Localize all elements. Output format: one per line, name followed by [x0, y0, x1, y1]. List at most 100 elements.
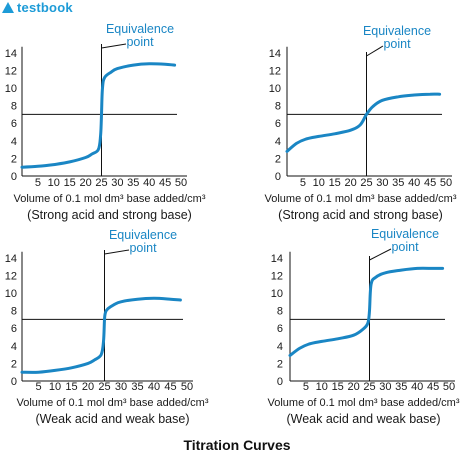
equivalence-annotation-line1: Equivalence — [109, 228, 177, 242]
x-tick-label: 25 — [95, 177, 107, 189]
y-tick-label: 12 — [271, 270, 283, 282]
x-tick-label: 30 — [111, 177, 123, 189]
y-tick-label: 10 — [271, 288, 283, 300]
x-tick-label: 10 — [49, 381, 61, 393]
y-tick-label: 4 — [11, 341, 17, 353]
y-tick-label: 14 — [271, 253, 283, 265]
annotation-leader — [104, 249, 130, 255]
chart-1: 0 2 4 6 8 10 12 14 5 10 15 20 25 30 35 40 45 50 Equivalenc… — [5, 22, 206, 222]
y-tick-label: 6 — [277, 323, 283, 335]
x-tick-label: 25 — [363, 381, 375, 393]
chart-subtitle: (Strong acid and strong base) — [278, 208, 443, 222]
x-tick-label: 5 — [300, 177, 306, 189]
y-tick-label: 0 — [277, 376, 283, 388]
x-tick-label: 20 — [344, 177, 356, 189]
x-tick-label: 35 — [127, 177, 139, 189]
equivalence-annotation-line2: point — [126, 35, 154, 49]
testbook-logo: testbook — [2, 0, 73, 15]
equivalence-annotation-line1: Equivalence — [371, 227, 439, 241]
y-tick-label: 14 — [5, 253, 17, 265]
x-tick-label: 35 — [131, 381, 143, 393]
y-tick-label: 2 — [275, 153, 281, 165]
y-tick-label: 0 — [11, 171, 17, 183]
x-tick-label: 30 — [376, 177, 388, 189]
header-banner: testbook — [0, 0, 474, 18]
x-axis-label: Volume of 0.1 mol dm³ base added/cm³ — [17, 397, 209, 409]
y-tick-label: 12 — [5, 270, 17, 282]
x-tick-label: 45 — [427, 381, 439, 393]
y-tick-label: 2 — [11, 358, 17, 370]
chart-2: 0 2 4 6 8 10 12 14 5 10 15 20 25 30 35 40 45 50 Equivalenc… — [265, 24, 457, 222]
logo-text: testbook — [17, 0, 73, 15]
equivalence-annotation-line1: Equivalence — [106, 22, 174, 36]
y-tick-label: 2 — [11, 153, 17, 165]
chart-subtitle: (Strong acid and strong base) — [27, 208, 192, 222]
x-tick-label: 30 — [379, 381, 391, 393]
equivalence-annotation-line2: point — [129, 241, 157, 255]
logo-triangle-icon — [2, 2, 14, 13]
x-tick-label: 20 — [79, 177, 91, 189]
chart-subtitle: (Weak acid and weak base) — [286, 412, 440, 426]
x-tick-label: 10 — [316, 381, 328, 393]
y-tick-label: 4 — [277, 341, 283, 353]
x-tick-label: 45 — [164, 381, 176, 393]
x-tick-label: 35 — [392, 177, 404, 189]
x-tick-label: 40 — [148, 381, 160, 393]
x-tick-label: 40 — [411, 381, 423, 393]
x-tick-label: 50 — [175, 177, 187, 189]
x-axis-label: Volume of 0.1 mol dm³ base added/cm³ — [14, 193, 206, 205]
x-tick-label: 20 — [347, 381, 359, 393]
x-tick-label: 30 — [115, 381, 127, 393]
x-tick-label: 10 — [313, 177, 325, 189]
x-tick-label: 35 — [395, 381, 407, 393]
x-tick-label: 45 — [424, 177, 436, 189]
y-tick-label: 6 — [275, 118, 281, 130]
x-tick-label: 25 — [360, 177, 372, 189]
x-tick-label: 5 — [35, 381, 41, 393]
titration-curve — [288, 266, 445, 357]
equivalence-annotation-line2: point — [391, 240, 419, 254]
x-tick-label: 45 — [159, 177, 171, 189]
equivalence-annotation-line2: point — [383, 37, 411, 51]
titration-curve — [285, 92, 442, 153]
y-tick-label: 8 — [11, 101, 17, 113]
annotation-leader — [101, 43, 127, 49]
y-tick-label: 0 — [275, 171, 281, 183]
figure-caption: Titration Curves — [183, 437, 291, 453]
x-tick-label: 40 — [408, 177, 420, 189]
y-tick-label: 14 — [5, 48, 17, 60]
chart-4: 0 2 4 6 8 10 12 14 5 10 15 20 25 30 35 40 45 50 Equivalenc… — [268, 227, 460, 426]
y-tick-label: 8 — [275, 101, 281, 113]
x-tick-label: 15 — [329, 177, 341, 189]
x-tick-label: 50 — [443, 381, 455, 393]
y-tick-label: 2 — [277, 358, 283, 370]
x-tick-label: 15 — [65, 381, 77, 393]
y-tick-label: 8 — [11, 306, 17, 318]
x-axis-label: Volume of 0.1 mol dm³ base added/cm³ — [265, 193, 457, 205]
titration-curve — [20, 62, 177, 169]
x-tick-label: 40 — [143, 177, 155, 189]
y-tick-label: 10 — [269, 83, 281, 95]
x-tick-label: 15 — [64, 177, 76, 189]
x-tick-label: 5 — [303, 381, 309, 393]
titration-curve — [20, 296, 182, 374]
y-tick-label: 12 — [5, 65, 17, 77]
x-tick-label: 50 — [440, 177, 452, 189]
chart-3: 0 2 4 6 8 10 12 14 5 10 15 20 25 30 35 40 45 50 Equivalenc… — [5, 228, 209, 426]
y-tick-label: 10 — [5, 83, 17, 95]
annotation-leader — [366, 45, 384, 57]
y-tick-label: 8 — [277, 306, 283, 318]
x-tick-label: 25 — [98, 381, 110, 393]
y-tick-label: 6 — [11, 118, 17, 130]
x-tick-label: 10 — [48, 177, 60, 189]
y-tick-label: 0 — [11, 376, 17, 388]
x-tick-label: 50 — [181, 381, 193, 393]
x-tick-label: 20 — [82, 381, 94, 393]
y-tick-label: 4 — [11, 136, 17, 148]
equivalence-annotation-line1: Equivalence — [363, 24, 431, 38]
x-tick-label: 5 — [35, 177, 41, 189]
y-tick-label: 14 — [269, 48, 281, 60]
y-tick-label: 12 — [269, 65, 281, 77]
chart-subtitle: (Weak acid and weak base) — [35, 412, 189, 426]
